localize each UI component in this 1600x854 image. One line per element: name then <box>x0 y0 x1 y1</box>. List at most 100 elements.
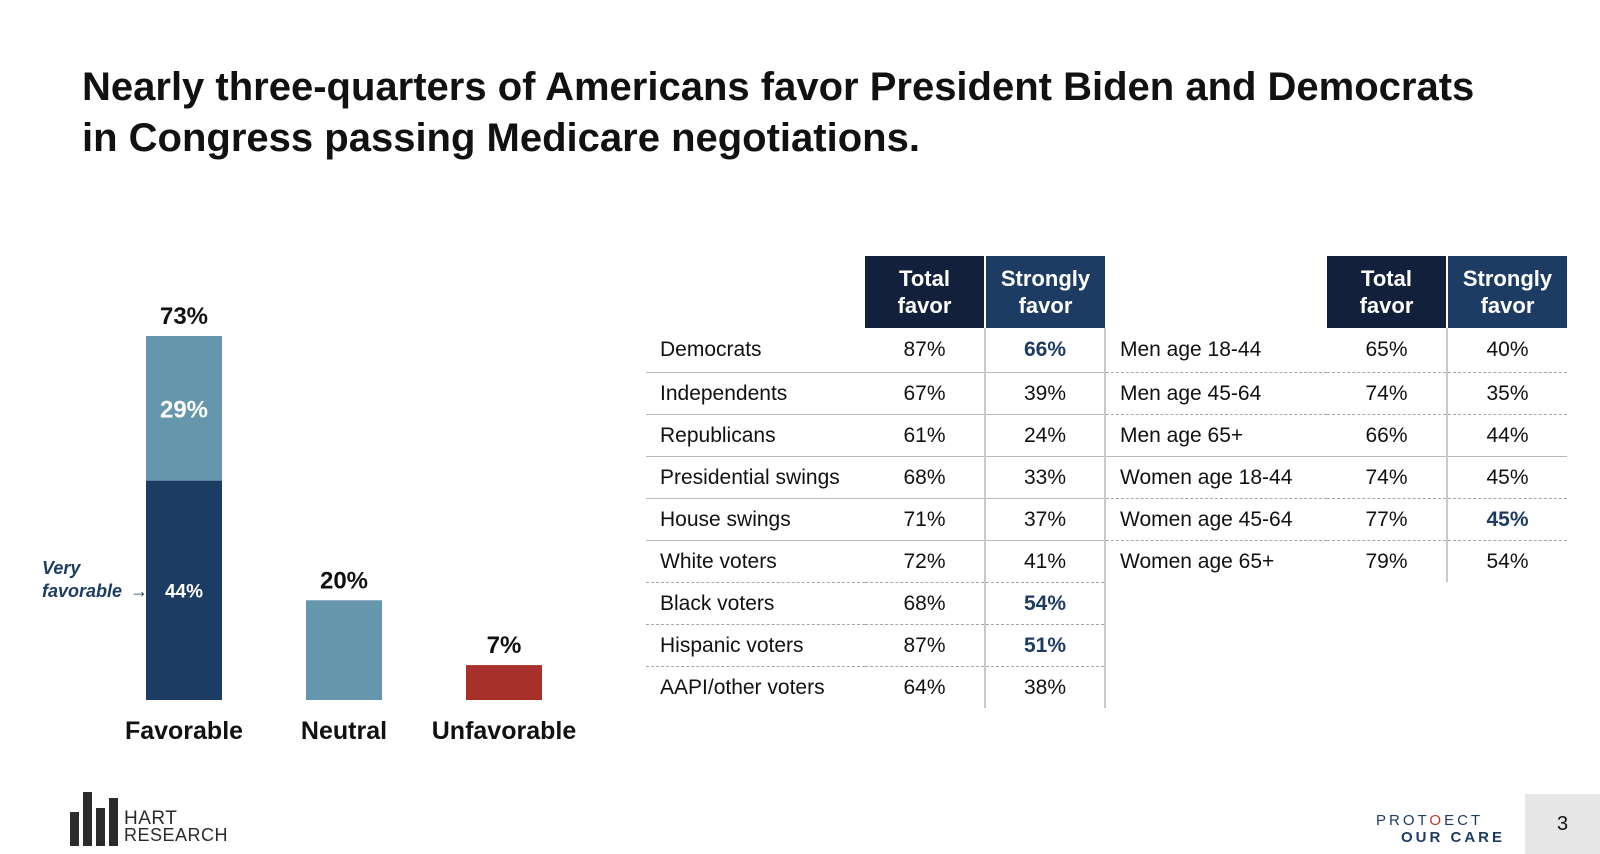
row-label: Women age 18-44 <box>1106 456 1327 499</box>
strongly-favor-value: 44% <box>1446 414 1567 457</box>
header-strong-line-1: Strongly <box>1462 266 1553 291</box>
strongly-favor-value: 40% <box>1446 328 1567 373</box>
table-row: Men age 65+ 66% 44% <box>1106 414 1567 457</box>
bar-segment-label-favorable-1: 29% <box>160 396 208 423</box>
annotation-arrow-icon: → <box>130 581 148 601</box>
strongly-favor-value: 37% <box>984 498 1106 541</box>
category-label-neutral: Neutral <box>301 717 387 745</box>
poc-line-2: OUR CARE <box>1401 829 1506 846</box>
row-label: House swings <box>646 498 865 541</box>
header-total-favor: Total favor <box>865 256 985 328</box>
row-label: Men age 18-44 <box>1106 328 1327 373</box>
total-favor-value: 64% <box>903 675 946 699</box>
header-blank <box>1106 256 1327 328</box>
row-label: Independents <box>646 372 865 415</box>
bar-total-label-neutral: 20% <box>320 567 368 594</box>
table-row: Men age 18-44 65% 40% <box>1106 328 1567 373</box>
table-row: Democrats 87% 66% <box>646 328 1106 373</box>
table-row: Independents 67% 39% <box>646 372 1106 415</box>
row-label: AAPI/other voters <box>660 675 825 699</box>
total-favor-value: 77% <box>1327 498 1447 541</box>
header-strongly-favor: Strongly favor <box>984 256 1105 328</box>
strongly-favor-value: 35% <box>1446 372 1567 415</box>
strongly-favor-value: 54% <box>1446 540 1567 582</box>
row-label: White voters <box>646 540 865 583</box>
header-total-line-1: Total <box>1361 266 1412 291</box>
total-favor-value: 71% <box>865 498 985 541</box>
row-label: Black voters <box>646 582 865 625</box>
age-gender-demographics-table: Total favor Strongly favor Men age 18-44… <box>1106 256 1567 582</box>
very-favorable-annotation-line-1: Very <box>42 558 81 578</box>
header-total-line-2: favor <box>1359 293 1414 318</box>
table-row: Men age 45-64 74% 35% <box>1106 372 1567 415</box>
hart-research-logo: HART RESEARCH <box>70 792 230 848</box>
category-label-favorable: Favorable <box>125 717 243 745</box>
strongly-favor-value: 45% <box>1446 498 1567 541</box>
table-row: House swings 71% 37% <box>646 498 1106 541</box>
table-row: Women age 65+ 79% 54% <box>1106 540 1567 582</box>
poc-o: O <box>1429 812 1445 829</box>
header-total-line-2: favor <box>897 293 952 318</box>
row-label: Hispanic voters <box>646 624 865 667</box>
strongly-favor-value: 54% <box>984 582 1106 625</box>
row-label: Presidential swings <box>646 456 865 499</box>
header-blank <box>646 256 865 328</box>
slide-title: Nearly three-quarters of Americans favor… <box>82 62 1562 164</box>
favorability-bar-chart: 44% 29% 73% Favorable 20% Neutral 7% Unfavorabl… <box>42 303 576 745</box>
header-strong-line-2: favor <box>1018 293 1073 318</box>
slide-title-line-1: Nearly three-quarters of Americans favor… <box>82 65 1475 109</box>
total-favor-value: 68% <box>865 456 985 499</box>
poc-pro: PRO <box>1376 812 1418 829</box>
page-number: 3 <box>1525 794 1600 854</box>
slide-title-line-2: in Congress passing Medicare negotiation… <box>82 116 920 160</box>
hart-line-2: RESEARCH <box>124 825 229 845</box>
row-label: Men age 45-64 <box>1106 372 1327 415</box>
poc-ect: ECT <box>1444 812 1484 829</box>
row-label: Democrats <box>646 328 865 373</box>
table-row: Presidential swings 68% 33% <box>646 456 1106 499</box>
row-label: Women age 65+ <box>1120 549 1275 573</box>
strongly-favor-value: 24% <box>984 414 1106 457</box>
total-favor-value: 79% <box>1365 549 1408 573</box>
very-favorable-annotation-line-2: favorable <box>42 581 122 601</box>
table-header-row: Total favor Strongly favor <box>1106 256 1567 328</box>
total-favor-value: 87% <box>865 624 985 667</box>
party-demographics-table: Total favor Strongly favor Democrats 87% 6… <box>646 256 1106 708</box>
header-total-line-1: Total <box>899 266 950 291</box>
poc-line-1: PROTOECT <box>1376 812 1506 829</box>
bar-segment-unfavorable-2 <box>466 665 542 700</box>
total-favor-value: 74% <box>1327 456 1447 499</box>
strongly-favor-value: 33% <box>984 456 1106 499</box>
table-header-row: Total favor Strongly favor <box>646 256 1105 328</box>
strongly-favor-value: 38% <box>984 666 1106 708</box>
poc-t: T <box>1417 812 1430 829</box>
total-favor-value: 74% <box>1327 372 1447 415</box>
total-favor-value: 61% <box>865 414 985 457</box>
protect-our-care-logo: PROTOECT OUR CARE <box>1376 812 1506 846</box>
strongly-favor-value: 41% <box>984 540 1106 583</box>
row-label: Men age 65+ <box>1106 414 1327 457</box>
bar-segment-favorable-0 <box>146 480 222 700</box>
table-row: Women age 18-44 74% 45% <box>1106 456 1567 499</box>
bar-total-label-unfavorable: 7% <box>487 632 522 659</box>
bar-total-label-favorable: 73% <box>160 303 208 330</box>
total-favor-value: 72% <box>865 540 985 583</box>
strongly-favor-value: 66% <box>984 328 1106 373</box>
table-row: White voters 72% 41% <box>646 540 1106 583</box>
total-favor-value: 87% <box>865 328 985 373</box>
bar-segment-favorable-1 <box>146 336 222 481</box>
row-label: Women age 45-64 <box>1106 498 1327 541</box>
header-total-favor: Total favor <box>1327 256 1447 328</box>
hart-line-1: HART <box>124 808 178 829</box>
table-row: AAPI/other voters 64% 38% <box>646 666 1106 708</box>
table-row: Black voters 68% 54% <box>646 582 1106 625</box>
hart-bars-icon <box>70 792 118 846</box>
table-row: Women age 45-64 77% 45% <box>1106 498 1567 541</box>
total-favor-value: 68% <box>865 582 985 625</box>
total-favor-value: 65% <box>1327 328 1447 373</box>
total-favor-value: 67% <box>865 372 985 415</box>
strongly-favor-value: 39% <box>984 372 1106 415</box>
bar-segment-label-favorable-0: 44% <box>165 581 203 602</box>
header-strong-line-1: Strongly <box>1000 266 1091 291</box>
row-label: Republicans <box>646 414 865 457</box>
